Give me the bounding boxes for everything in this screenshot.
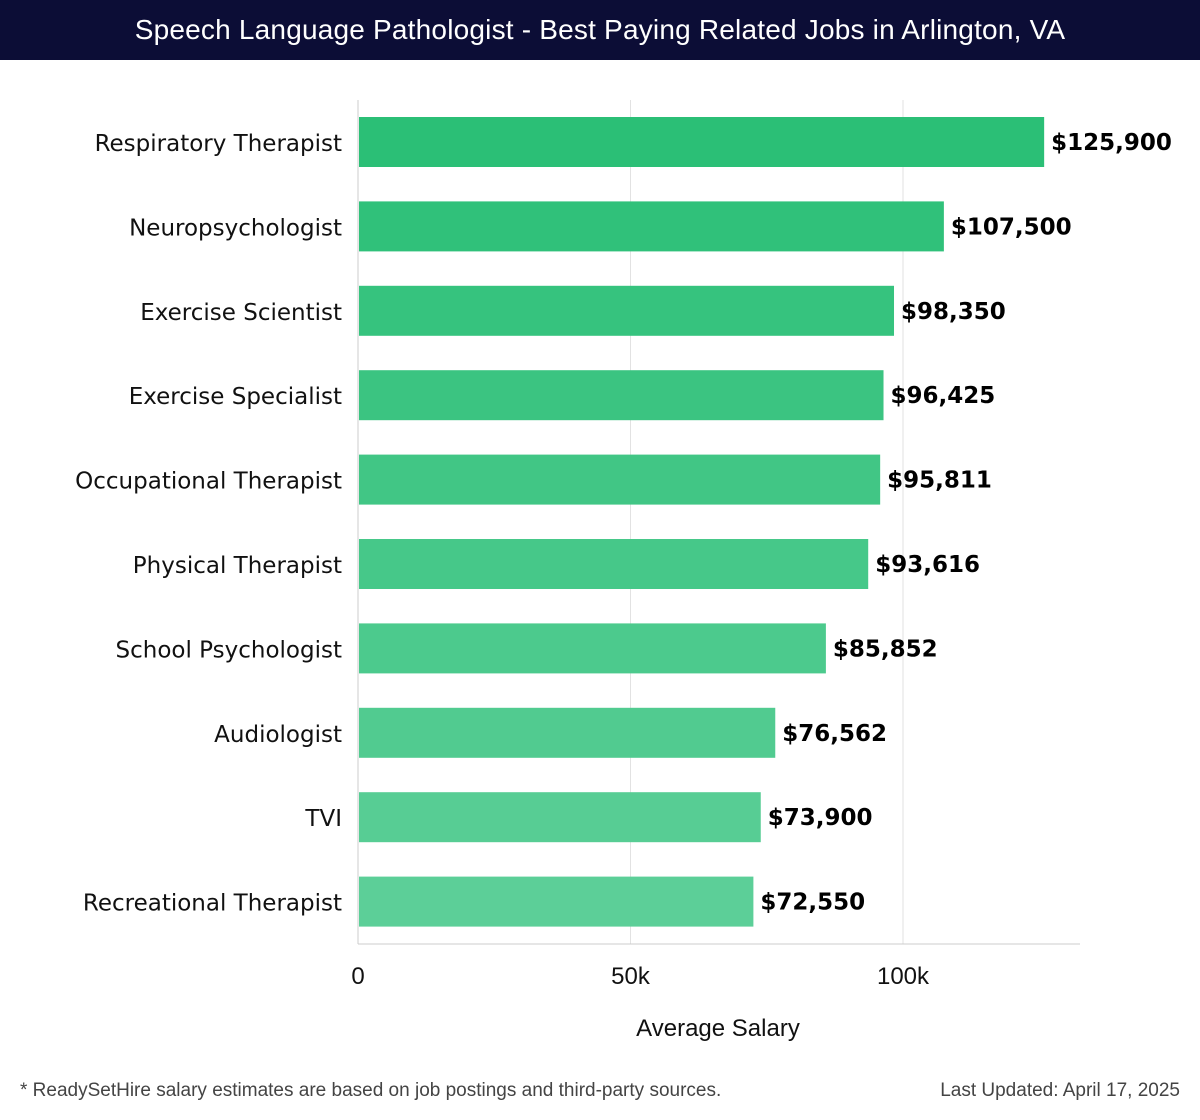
bar <box>359 370 884 421</box>
value-label: $96,425 <box>891 383 996 409</box>
bar <box>359 201 944 252</box>
category-label: Respiratory Therapist <box>95 131 342 157</box>
category-label: Exercise Scientist <box>140 300 342 326</box>
value-label: $125,900 <box>1051 130 1172 156</box>
category-label: Occupational Therapist <box>75 469 342 495</box>
bars <box>359 117 1045 927</box>
value-label: $72,550 <box>760 890 865 916</box>
value-label: $73,900 <box>768 805 873 831</box>
x-axis-title: Average Salary <box>636 1015 800 1042</box>
value-label: $76,562 <box>782 721 887 747</box>
bar <box>359 117 1045 167</box>
bar <box>359 285 895 336</box>
x-tick-label: 0 <box>351 963 364 990</box>
x-tick-label: 100k <box>877 963 930 990</box>
x-axis: 0 50k 100k <box>351 100 1080 990</box>
value-label: $95,811 <box>887 468 992 494</box>
category-label: Audiologist <box>214 722 342 748</box>
category-label: TVI <box>304 806 342 832</box>
last-updated: Last Updated: April 17, 2025 <box>940 1080 1180 1101</box>
value-label: $98,350 <box>901 299 1006 325</box>
bar <box>359 876 754 927</box>
x-tick-label: 50k <box>611 963 651 990</box>
bar <box>359 792 761 843</box>
bar <box>359 539 869 589</box>
category-label: Physical Therapist <box>133 553 342 579</box>
category-labels: Respiratory Therapist Neuropsychologist Ex… <box>75 131 342 917</box>
category-label: Recreational Therapist <box>83 891 342 917</box>
bar-chart: Respiratory Therapist Neuropsychologist Ex… <box>75 100 1172 1042</box>
bar <box>359 454 881 505</box>
bar <box>359 707 776 758</box>
category-label: Neuropsychologist <box>129 215 342 241</box>
category-label: School Psychologist <box>116 637 342 663</box>
bar <box>359 623 826 674</box>
value-label: $85,852 <box>833 636 938 662</box>
chart-title: Speech Language Pathologist - Best Payin… <box>0 0 1200 60</box>
footnote: * ReadySetHire salary estimates are base… <box>20 1080 722 1101</box>
value-label: $93,616 <box>875 552 980 578</box>
value-labels: $125,900 $107,500 $98,350 $96,425 $95,811 $93… <box>760 130 1172 916</box>
value-label: $107,500 <box>951 214 1072 240</box>
category-label: Exercise Specialist <box>129 384 342 410</box>
